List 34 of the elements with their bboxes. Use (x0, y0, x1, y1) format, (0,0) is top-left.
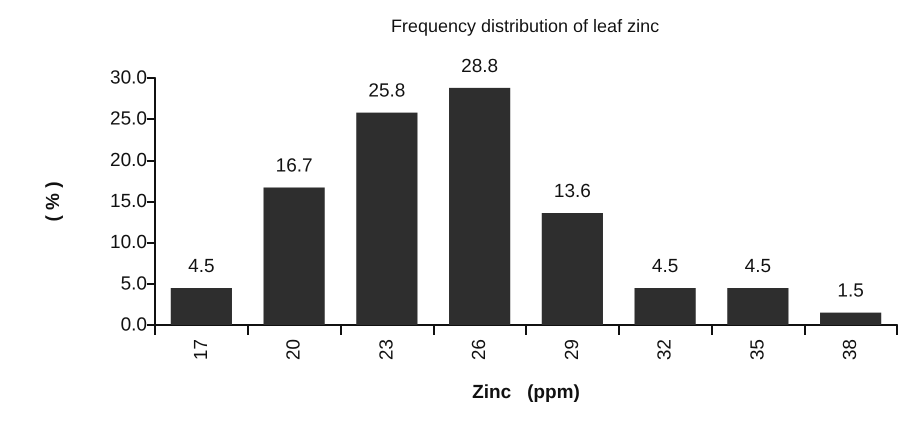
y-tick-label: 25.0 (110, 108, 147, 130)
data-label: 16.7 (276, 156, 313, 177)
x-axis-title: Zinc (ppm) (472, 382, 580, 403)
x-tick-label: 17 (190, 339, 212, 360)
data-label: 1.5 (837, 280, 864, 302)
x-tick-label: 35 (747, 339, 768, 360)
bar (170, 288, 232, 325)
data-label: 13.6 (554, 181, 591, 202)
bar (449, 88, 510, 325)
bar (820, 312, 882, 325)
y-tick-label: 0.0 (120, 314, 147, 336)
bar (542, 213, 603, 325)
bar (634, 288, 696, 325)
y-tick-label: 30.0 (110, 68, 147, 88)
x-tick-label: 29 (562, 339, 583, 360)
x-tick-label: 20 (284, 339, 305, 360)
x-tick-label: 26 (469, 339, 490, 360)
y-tick-label: 10.0 (110, 232, 147, 254)
y-tick-label: 20.0 (110, 150, 147, 171)
data-label: 4.5 (744, 256, 772, 277)
data-label: 25.8 (368, 80, 406, 102)
bar (356, 112, 418, 325)
y-tick-label: 15.0 (110, 191, 147, 212)
x-tick-label: 38 (840, 339, 862, 360)
data-label: 28.8 (461, 56, 498, 77)
bar (264, 188, 325, 325)
y-tick-label: 5.0 (120, 273, 147, 294)
data-label: 4.5 (652, 256, 678, 277)
x-tick-label: 32 (654, 339, 676, 360)
chart-title: Frequency distribution of leaf zinc (390, 16, 660, 36)
y-axis-title: ( % ) (43, 181, 64, 222)
bar (727, 288, 788, 325)
data-label: 4.5 (188, 256, 215, 277)
x-tick-label: 23 (376, 339, 398, 360)
